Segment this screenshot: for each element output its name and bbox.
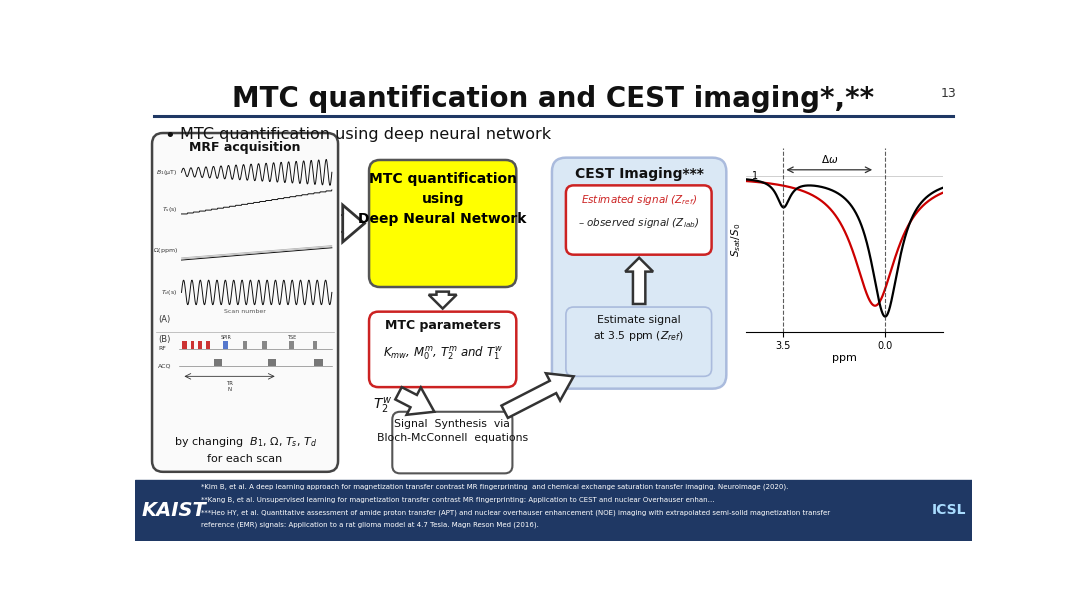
Text: CEST Imaging***: CEST Imaging*** <box>575 167 703 181</box>
Bar <box>205 341 210 348</box>
FancyBboxPatch shape <box>552 157 727 389</box>
Polygon shape <box>625 258 653 304</box>
Text: $T_s$(s): $T_s$(s) <box>162 205 177 214</box>
Text: ***Heo HY, et al. Quantitative assessment of amide proton transfer (APT) and nuc: ***Heo HY, et al. Quantitative assessmen… <box>201 510 831 516</box>
Text: *Kim B, et al. A deep learning approach for magnetization transfer contrast MR f: *Kim B, et al. A deep learning approach … <box>201 483 788 490</box>
Polygon shape <box>342 205 364 242</box>
Bar <box>214 359 222 365</box>
Text: 13: 13 <box>941 87 957 100</box>
Text: MTC parameters: MTC parameters <box>384 319 501 333</box>
Bar <box>268 359 276 365</box>
Text: Scan number: Scan number <box>225 309 266 314</box>
FancyBboxPatch shape <box>152 133 338 472</box>
Bar <box>224 341 228 348</box>
Text: TSE: TSE <box>287 334 296 340</box>
Text: $B_1$(μT): $B_1$(μT) <box>157 168 177 177</box>
Text: Signal  Synthesis  via
Bloch-McConnell  equations: Signal Synthesis via Bloch-McConnell equ… <box>377 420 528 443</box>
Text: SPIR: SPIR <box>220 334 231 340</box>
Text: ACQ: ACQ <box>159 363 172 368</box>
Text: (B): (B) <box>159 335 171 344</box>
Text: $T_d$(s): $T_d$(s) <box>161 288 177 297</box>
Text: by changing  $B_1$, Ω, $T_s$, $T_d$: by changing $B_1$, Ω, $T_s$, $T_d$ <box>174 435 316 449</box>
Bar <box>288 341 294 348</box>
Text: – observed signal ($Z_{lab}$): – observed signal ($Z_{lab}$) <box>578 216 700 230</box>
Bar <box>183 341 187 348</box>
Text: reference (EMR) signals: Application to a rat glioma model at 4.7 Tesla. Magn Re: reference (EMR) signals: Application to … <box>201 522 539 528</box>
Polygon shape <box>501 373 573 418</box>
Bar <box>243 341 247 348</box>
Text: Estimate signal
at 3.5 ppm ($Z_{ref}$): Estimate signal at 3.5 ppm ($Z_{ref}$) <box>593 315 684 343</box>
Bar <box>135 480 972 541</box>
Text: Estimated signal ($Z_{ref}$): Estimated signal ($Z_{ref}$) <box>581 193 697 207</box>
Text: $T_2^w$: $T_2^w$ <box>373 396 392 416</box>
Text: (A): (A) <box>159 315 171 323</box>
Text: RF: RF <box>159 346 166 351</box>
FancyBboxPatch shape <box>566 307 712 376</box>
Text: TR: TR <box>226 381 233 386</box>
Bar <box>198 341 202 348</box>
Bar <box>262 341 267 348</box>
Text: ICSL: ICSL <box>931 503 966 517</box>
Text: KAIST: KAIST <box>141 501 206 520</box>
Bar <box>190 341 194 348</box>
Text: MTC quantification using deep neural network: MTC quantification using deep neural net… <box>180 127 551 142</box>
FancyBboxPatch shape <box>369 160 516 287</box>
FancyBboxPatch shape <box>566 185 712 255</box>
Text: **Kang B, et al. Unsupervised learning for magnetization transfer contrast MR fi: **Kang B, et al. Unsupervised learning f… <box>201 497 715 503</box>
Text: $\Omega$(ppm): $\Omega$(ppm) <box>152 246 177 255</box>
Text: MRF acquisition: MRF acquisition <box>189 140 301 154</box>
Text: N: N <box>228 387 231 392</box>
FancyBboxPatch shape <box>392 412 512 474</box>
Bar <box>313 341 316 348</box>
Polygon shape <box>429 292 457 309</box>
Polygon shape <box>395 387 434 415</box>
Text: MTC quantification
using
Deep Neural Network: MTC quantification using Deep Neural Net… <box>359 171 527 226</box>
Bar <box>314 359 323 365</box>
Text: $K_{mw}$, $M_0^m$, $T_2^m$ and $T_1^w$: $K_{mw}$, $M_0^m$, $T_2^m$ and $T_1^w$ <box>382 344 502 362</box>
Text: MTC quantification and CEST imaging*,**: MTC quantification and CEST imaging*,** <box>232 85 875 113</box>
FancyBboxPatch shape <box>369 312 516 387</box>
Text: •: • <box>164 127 175 145</box>
Text: for each scan: for each scan <box>207 454 283 464</box>
